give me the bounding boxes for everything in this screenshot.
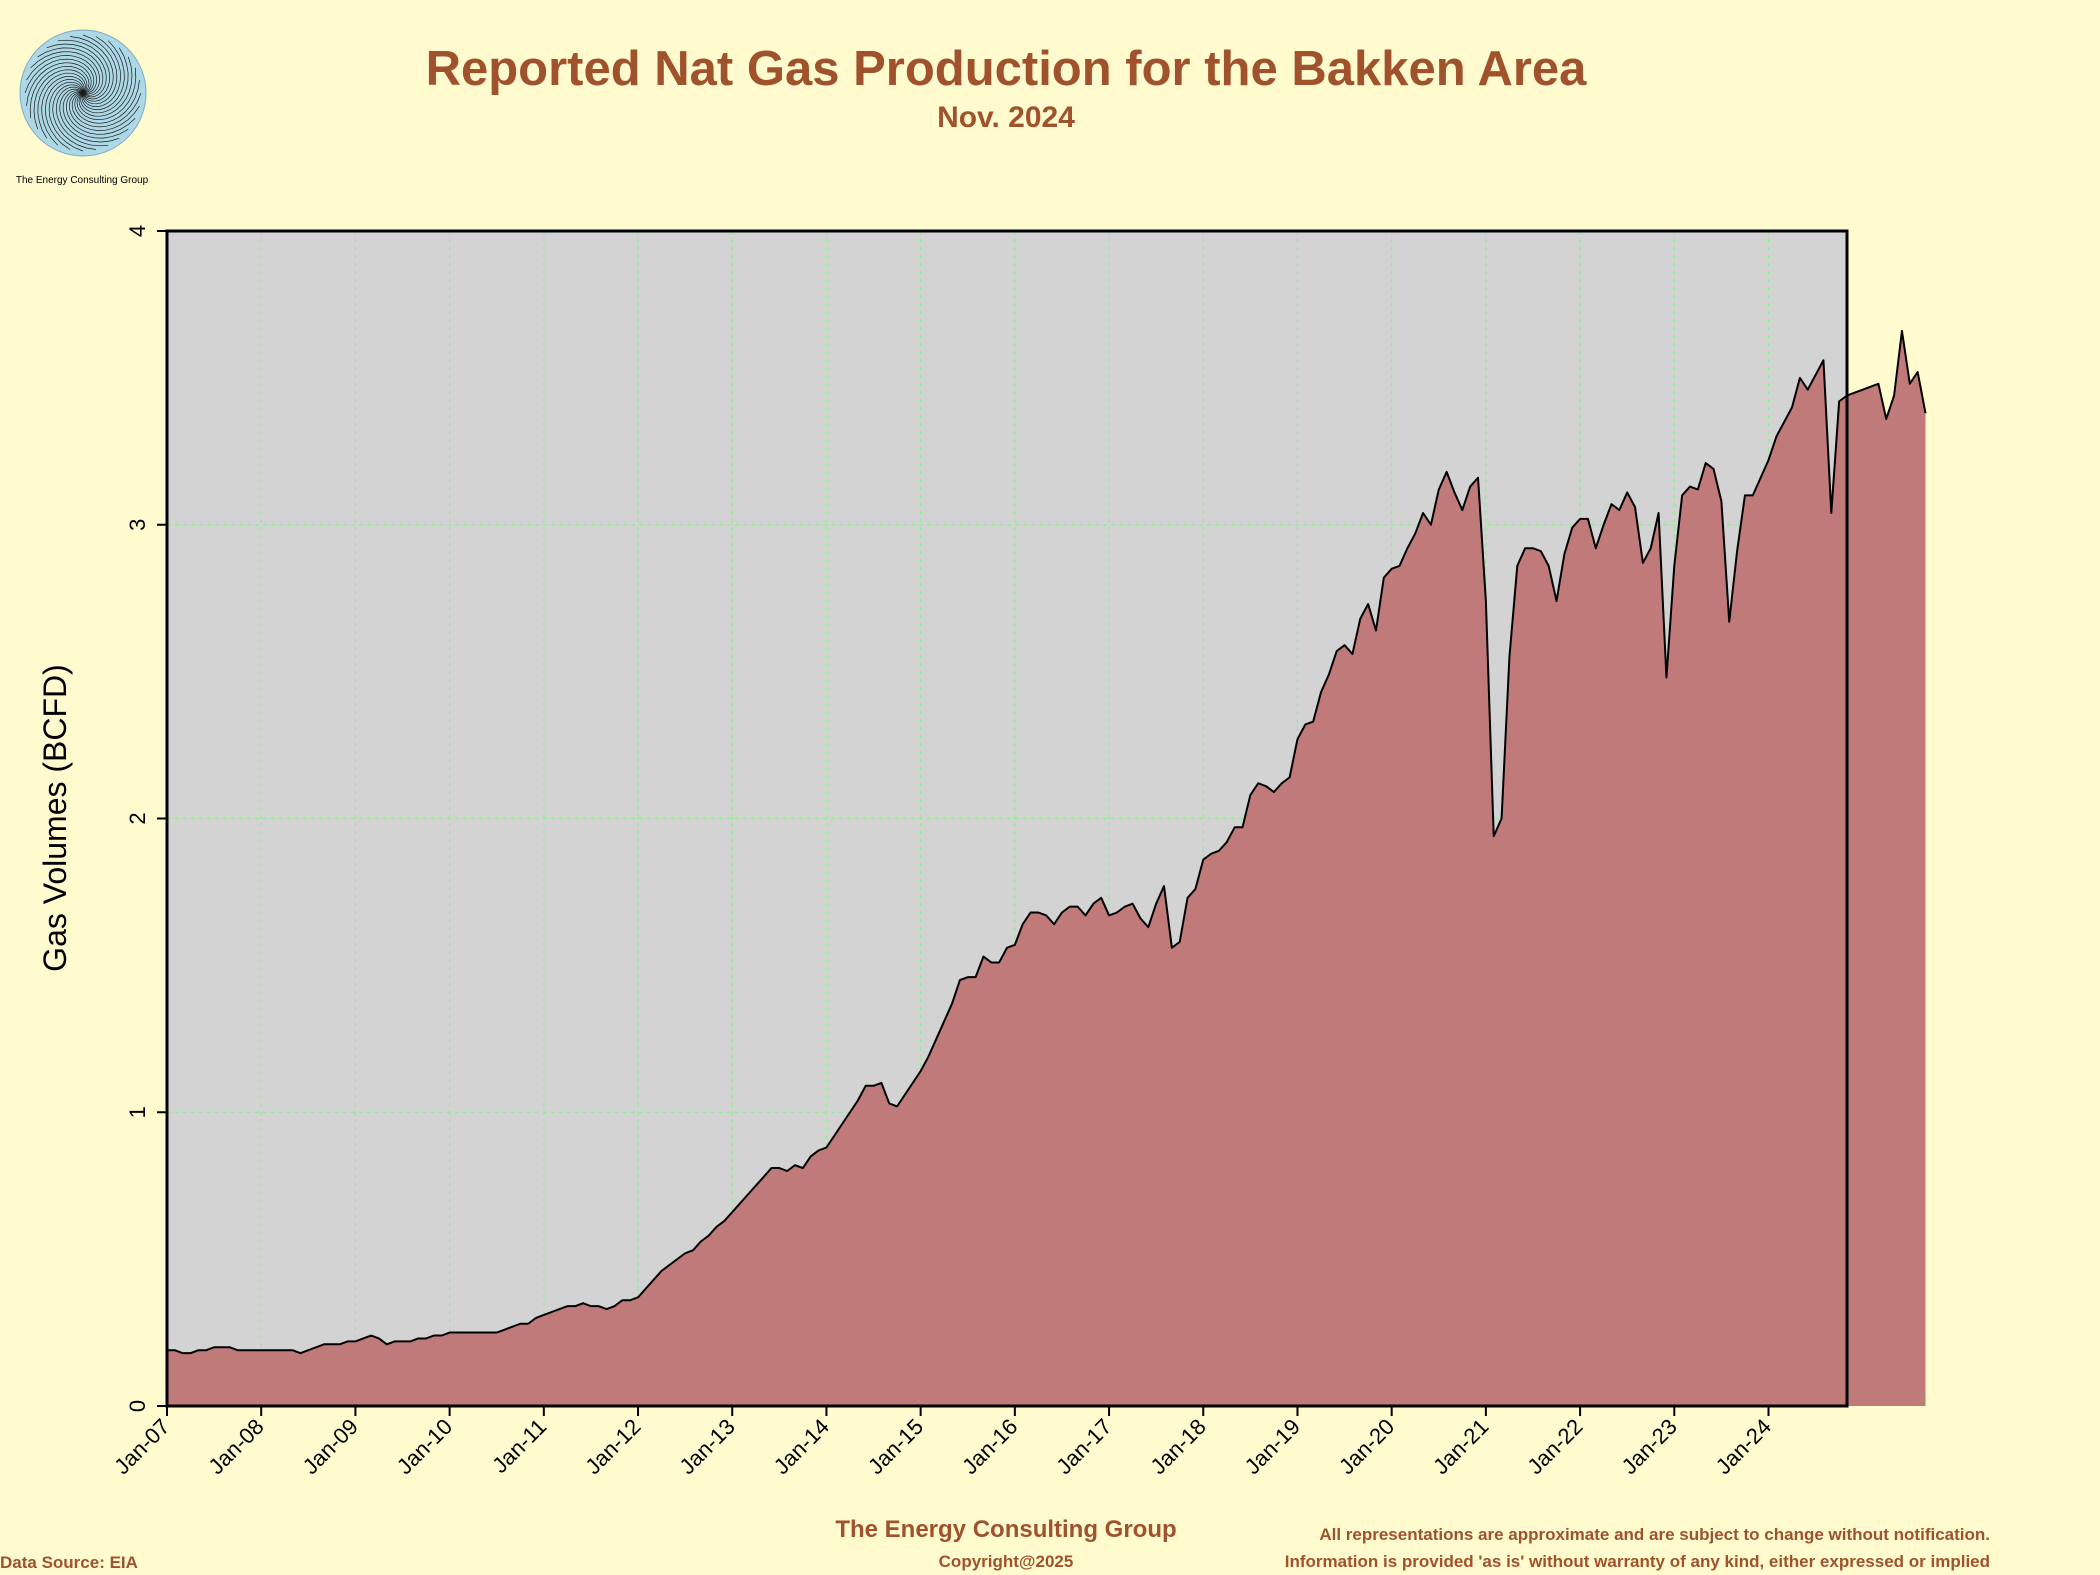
x-tick-label: Jan-23: [1617, 1414, 1682, 1479]
x-tick-label: Jan-21: [1428, 1414, 1493, 1479]
y-tick-label: 4: [125, 225, 150, 237]
footer-company: The Energy Consulting Group: [835, 1516, 1176, 1543]
footer-copyright: Copyright@2025: [939, 1552, 1074, 1571]
x-tick-label: Jan-12: [580, 1414, 645, 1479]
x-tick-label: Jan-09: [298, 1414, 363, 1479]
footer-disclaimer-1: All representations are approximate and …: [1319, 1525, 1990, 1544]
x-tick-label: Jan-10: [392, 1414, 457, 1479]
y-tick-label: 3: [125, 519, 150, 531]
x-tick-label: Jan-18: [1146, 1414, 1211, 1479]
x-tick-label: Jan-17: [1051, 1414, 1116, 1479]
y-tick-label: 0: [125, 1400, 150, 1412]
x-tick-label: Jan-24: [1711, 1414, 1776, 1479]
company-logo: The Energy Consulting Group: [16, 29, 149, 186]
chart-subtitle: Nov. 2024: [937, 101, 1075, 134]
x-tick-label: Jan-13: [675, 1414, 740, 1479]
x-tick-label: Jan-15: [863, 1414, 928, 1479]
x-tick-label: Jan-07: [109, 1414, 174, 1479]
chart-title: Reported Nat Gas Production for the Bakk…: [426, 42, 1588, 96]
x-tick-label: Jan-19: [1240, 1414, 1305, 1479]
footer-data-source: Data Source: EIA: [0, 1553, 138, 1572]
x-axis: Jan-07 Jan-08 Jan-09 Jan-10 Jan-11 Jan-12 Jan-…: [109, 1406, 1776, 1479]
x-tick-label: Jan-14: [769, 1414, 834, 1479]
x-tick-label: Jan-20: [1334, 1414, 1399, 1479]
x-tick-label: Jan-22: [1522, 1414, 1587, 1479]
y-axis: 0 1 2 3 4: [125, 225, 167, 1412]
x-tick-label: Jan-16: [957, 1414, 1022, 1479]
y-axis-label: Gas Volumes (BCFD): [37, 664, 73, 972]
footer-disclaimer-2: Information is provided 'as is' without …: [1285, 1552, 1990, 1571]
series-area-layer: [167, 329, 1927, 1406]
y-tick-label: 1: [125, 1106, 150, 1118]
series-area: [167, 330, 1926, 1406]
x-tick-label: Jan-08: [203, 1414, 268, 1479]
y-tick-label: 2: [125, 812, 150, 824]
series-line: [167, 329, 1927, 1355]
logo-caption: The Energy Consulting Group: [16, 175, 149, 186]
x-tick-label: Jan-11: [487, 1414, 551, 1478]
